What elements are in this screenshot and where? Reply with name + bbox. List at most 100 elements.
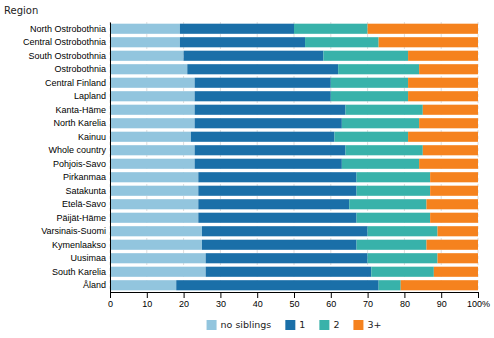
legend-label: 3+: [367, 319, 381, 330]
bar: [184, 51, 324, 61]
bar: [342, 159, 419, 169]
bar: [426, 240, 478, 250]
bar: [401, 280, 478, 290]
bar: [379, 280, 401, 290]
bar: [357, 213, 431, 223]
tick-label: North Ostrobothnia: [30, 24, 106, 34]
bar: [195, 159, 342, 169]
bar: [379, 37, 478, 47]
tick-mark: [110, 292, 111, 298]
tick-label: 70: [363, 299, 373, 309]
bar: [423, 145, 478, 155]
bar: [426, 199, 478, 209]
tick: 100%: [467, 292, 490, 309]
tick-mark: [441, 292, 442, 298]
bar: [110, 118, 195, 128]
bar: [419, 118, 478, 128]
bar: [176, 280, 378, 290]
tick-label: 100%: [467, 299, 490, 309]
bar: [368, 226, 438, 236]
tick: Uusimaa: [70, 253, 110, 263]
tick: Central Ostrobothnia: [23, 37, 110, 47]
bar: [195, 78, 331, 88]
legend-label: 1: [299, 319, 305, 330]
bar: [195, 145, 346, 155]
tick: Pohjois-Savo: [53, 159, 110, 169]
tick: 70: [363, 292, 373, 309]
bar: [371, 267, 434, 277]
bar: [110, 280, 176, 290]
grid-line: [257, 22, 258, 292]
tick-label: 60: [326, 299, 336, 309]
chart: 0102030405060708090100%North Ostrobothni…: [0, 0, 494, 338]
tick-label: 20: [179, 299, 189, 309]
legend-swatch: [319, 320, 329, 330]
tick: Päijät-Häme: [56, 213, 110, 223]
tick: Kainuu: [78, 132, 110, 142]
x-axis: 0102030405060708090100%: [108, 292, 490, 309]
bar: [368, 253, 438, 263]
tick: Whole country: [48, 145, 110, 155]
grid-line: [110, 22, 111, 292]
legend-swatch: [207, 320, 217, 330]
bar: [419, 159, 478, 169]
legend-swatch: [353, 320, 363, 330]
bar: [110, 267, 206, 277]
tick-mark: [404, 292, 405, 298]
tick-label: Kainuu: [78, 132, 106, 142]
tick: Kanta-Häme: [55, 105, 110, 115]
bar: [368, 24, 478, 34]
bar: [195, 105, 346, 115]
tick-label: South Ostrobothnia: [28, 51, 106, 61]
bar: [305, 37, 379, 47]
bar: [338, 64, 419, 74]
tick-mark: [331, 292, 332, 298]
bar: [110, 105, 195, 115]
tick-label: Kanta-Häme: [55, 105, 106, 115]
tick-label: 10: [142, 299, 152, 309]
grid-line: [404, 22, 405, 292]
bar: [430, 213, 478, 223]
tick: North Karelia: [53, 118, 110, 128]
legend: no siblings123+: [207, 319, 382, 330]
legend-item: 1: [285, 319, 305, 330]
grid-line: [183, 22, 184, 292]
bar: [110, 132, 191, 142]
grid-line: [146, 22, 147, 292]
tick-label: 90: [437, 299, 447, 309]
tick-label: North Karelia: [53, 118, 106, 128]
series: [294, 24, 438, 291]
tick-label: 40: [253, 299, 263, 309]
tick-label: Ostrobothnia: [54, 64, 106, 74]
tick-label: Åland: [83, 280, 106, 290]
legend-swatch: [285, 320, 295, 330]
tick: Åland: [83, 280, 110, 290]
tick: Etelä-Savo: [62, 199, 110, 209]
tick-mark: [368, 292, 369, 298]
tick: 0: [108, 292, 113, 309]
tick-label: Central Finland: [45, 78, 106, 88]
bar: [438, 226, 478, 236]
tick-label: Pirkanmaa: [63, 172, 106, 182]
bar: [110, 51, 184, 61]
bar: [195, 118, 342, 128]
tick: 90: [437, 292, 447, 309]
tick-label: Satakunta: [65, 186, 106, 196]
axis-line: [110, 23, 111, 293]
bar: [110, 253, 206, 263]
bar: [110, 64, 187, 74]
bar: [349, 199, 426, 209]
tick-label: Päijät-Häme: [56, 213, 106, 223]
grid-line: [220, 22, 221, 292]
tick-label: 30: [216, 299, 226, 309]
tick: 30: [216, 292, 226, 309]
tick-label: 0: [108, 299, 113, 309]
axis-title: Region: [4, 5, 38, 16]
legend-label: 2: [333, 319, 339, 330]
tick-mark: [257, 292, 258, 298]
bar: [110, 199, 198, 209]
bar: [191, 132, 335, 142]
grid: [110, 22, 478, 292]
tick-label: Central Ostrobothnia: [23, 37, 106, 47]
tick: Pirkanmaa: [63, 172, 110, 182]
